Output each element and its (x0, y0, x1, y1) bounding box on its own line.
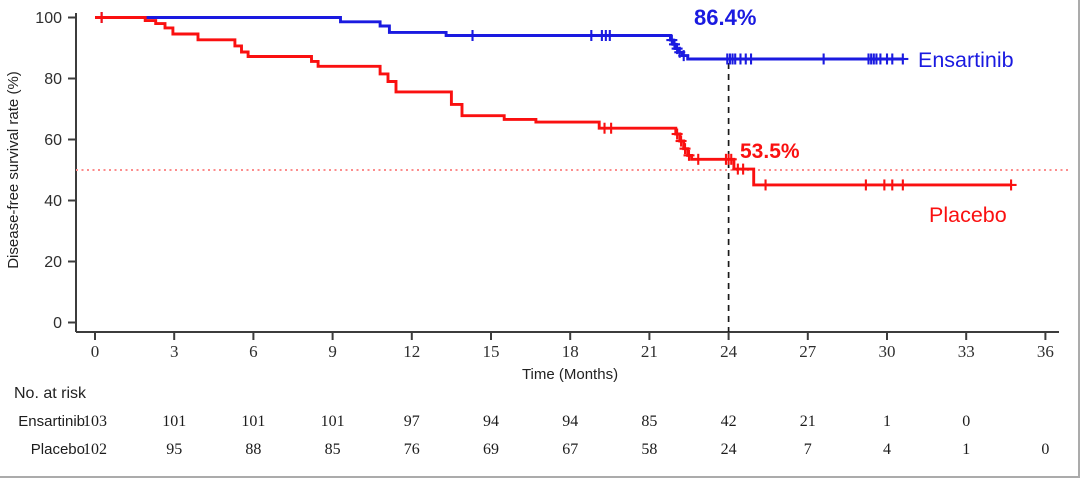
x-tick-label: 15 (483, 342, 500, 361)
risk-value-placebo-m15: 69 (483, 441, 499, 458)
x-tick-label: 6 (249, 342, 258, 361)
risk-table-header: No. at risk (14, 385, 87, 402)
risk-table-values: 103 101 101 101 97 94 94 85 42 21 1 0 102 95 88 85 76 69 6… (83, 413, 1049, 458)
x-tick-label: 12 (403, 342, 420, 361)
risk-value-ensartinib-m27: 21 (800, 413, 816, 430)
y-tick-label: 40 (44, 193, 62, 210)
x-tick-label: 30 (879, 342, 896, 361)
series-label-placebo: Placebo (929, 203, 1007, 227)
x-tick-label: 36 (1037, 342, 1054, 361)
risk-value-placebo-m33: 1 (962, 441, 970, 458)
y-axis-title: Disease-free survival rate (%) (5, 71, 22, 269)
y-tick-label: 20 (44, 254, 62, 271)
y-tick-label: 0 (53, 315, 62, 332)
risk-value-ensartinib-m6: 101 (241, 413, 265, 430)
risk-value-placebo-m27: 7 (804, 441, 812, 458)
risk-value-ensartinib-m3: 101 (162, 413, 186, 430)
x-tick-label: 3 (170, 342, 179, 361)
survival-curve-ensartinib (95, 16, 903, 61)
x-tick-label: 24 (720, 342, 738, 361)
y-tick-label: 100 (35, 10, 62, 27)
risk-value-ensartinib-m18: 94 (562, 413, 578, 430)
risk-value-ensartinib-m30: 1 (883, 413, 891, 430)
annotation-placebo-rate: 53.5% (740, 140, 800, 163)
x-tick-label: 18 (562, 342, 579, 361)
censor-ticks-ensartinib (96, 12, 909, 65)
risk-value-ensartinib-m24: 42 (721, 413, 737, 430)
survival-curves (95, 12, 1017, 191)
reference-lines (76, 63, 1068, 332)
y-tick-label: 60 (44, 132, 62, 149)
risk-value-placebo-m36: 0 (1041, 441, 1049, 458)
x-tick-label: 0 (91, 342, 100, 361)
risk-value-placebo-m3: 95 (166, 441, 182, 458)
risk-value-placebo-m12: 76 (404, 441, 420, 458)
risk-value-ensartinib-m0: 103 (83, 413, 107, 430)
risk-row-label-placebo: Placebo (31, 441, 85, 458)
risk-row-label-ensartinib: Ensartinib (18, 413, 85, 430)
risk-value-placebo-m18: 67 (562, 441, 578, 458)
risk-value-ensartinib-m9: 101 (321, 413, 345, 430)
risk-value-placebo-m30: 4 (883, 441, 891, 458)
risk-value-placebo-m24: 24 (721, 441, 737, 458)
annotation-ensartinib-rate: 86.4% (694, 5, 756, 30)
x-tick-label: 33 (958, 342, 975, 361)
risk-value-ensartinib-m21: 85 (641, 413, 657, 430)
censor-ticks-placebo (96, 12, 1017, 191)
survival-curve-placebo (95, 16, 1012, 187)
y-axis-ticks: 0 20 40 60 80 100 (35, 10, 76, 332)
risk-value-placebo-m6: 88 (245, 441, 261, 458)
risk-value-ensartinib-m15: 94 (483, 413, 499, 430)
risk-value-placebo-m0: 102 (83, 441, 107, 458)
x-axis-ticks: 0 3 6 9 12 15 18 21 24 27 30 33 36 (91, 332, 1054, 361)
y-tick-label: 80 (44, 71, 62, 88)
series-label-ensartinib: Ensartinib (918, 48, 1014, 72)
risk-value-ensartinib-m12: 97 (404, 413, 420, 430)
x-tick-label: 27 (799, 342, 817, 361)
risk-value-ensartinib-m33: 0 (962, 413, 970, 430)
x-axis-title: Time (Months) (522, 366, 618, 383)
risk-value-placebo-m21: 58 (641, 441, 657, 458)
risk-value-placebo-m9: 85 (325, 441, 341, 458)
x-tick-label: 9 (328, 342, 337, 361)
x-tick-label: 21 (641, 342, 658, 361)
